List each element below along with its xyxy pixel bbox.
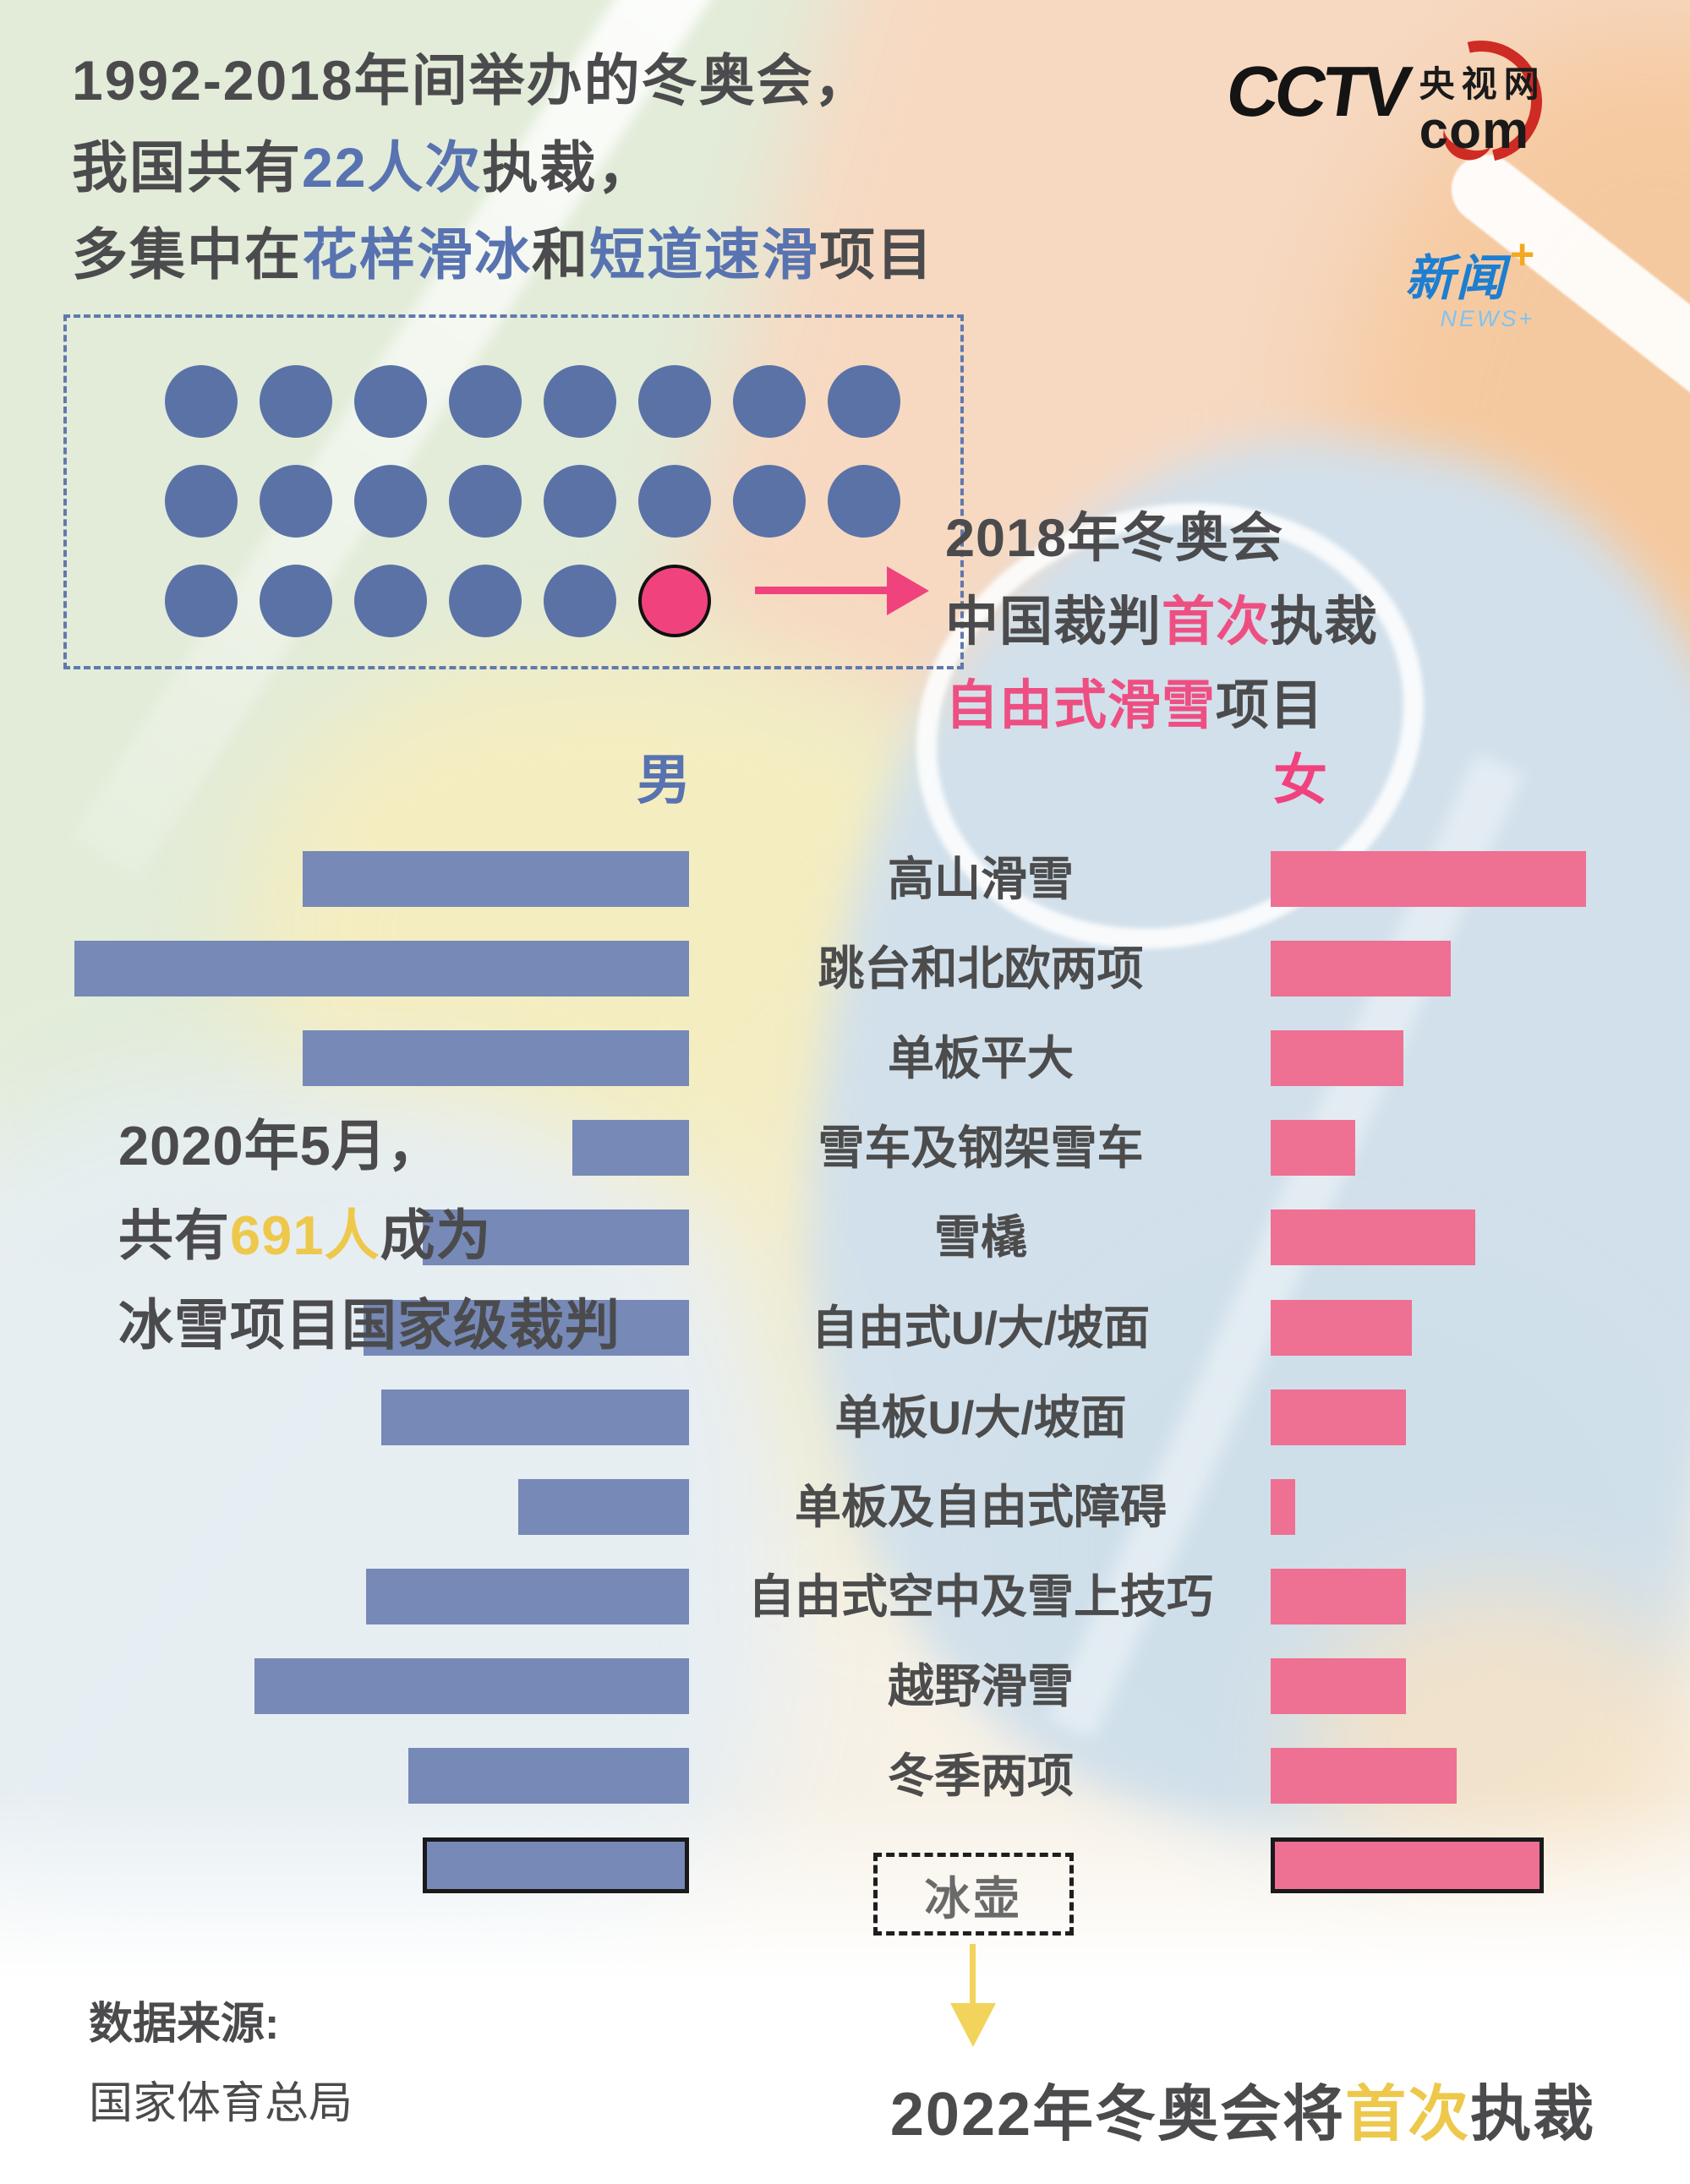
text-segment: 2018年冬奥会: [945, 509, 1284, 568]
text-segment: 冰雪项目国家级裁判: [118, 1294, 621, 1356]
yellow-arrow-icon: [950, 2003, 996, 2047]
judge-dot: [828, 465, 900, 538]
text-segment: 自由式滑雪: [945, 676, 1216, 735]
row-label: 跳台和北欧两项: [818, 942, 1144, 995]
text-segment: 691人: [230, 1204, 380, 1266]
first-freestyle-annotation: 2018年冬奥会 中国裁判首次执裁 自由式滑雪项目: [945, 497, 1378, 748]
row-label: 单板及自由式障碍: [794, 1481, 1167, 1533]
judge-dot: [260, 365, 332, 438]
note-line-2: 共有691人成为: [118, 1191, 621, 1280]
data-source-title: 数据来源:: [89, 2000, 280, 2049]
background-white-streak-2: [0, 1280, 415, 1974]
row-label: 自由式空中及雪上技巧: [747, 1570, 1213, 1623]
note-line-3: 冰雪项目国家级裁判: [118, 1280, 621, 1370]
judge-dot: [260, 465, 332, 538]
text-segment: 短道速滑: [589, 223, 819, 286]
text-segment: 1992-2018年间举办的冬奥会，: [72, 49, 872, 112]
judge-dot: [449, 565, 522, 637]
text-segment: 执裁: [1270, 592, 1378, 652]
judge-dot: [733, 365, 806, 438]
judge-dot: [165, 465, 238, 538]
national-judges-note: 2020年5月， 共有691人成为 冰雪项目国家级裁判: [118, 1101, 621, 1370]
female-bar: [1271, 1837, 1544, 1893]
row-label: 冬季两项: [887, 1750, 1074, 1802]
cctv-logo: CCTV 央视网 com: [1222, 17, 1566, 186]
title-line-3: 多集中在花样滑冰和短道速滑项目: [72, 211, 934, 298]
pink-arrow-line: [755, 587, 889, 594]
news-plus-chinese: 新闻: [1405, 251, 1507, 306]
text-segment: 执裁，: [482, 136, 655, 199]
row-label-curling: 冰壶: [924, 1873, 1023, 1925]
text-segment: 花样滑冰: [302, 223, 532, 286]
title-block: 1992-2018年间举办的冬奥会， 我国共有22人次执裁， 多集中在花样滑冰和…: [72, 37, 934, 298]
cctv-com-text: com: [1419, 101, 1530, 160]
judge-dot: [544, 365, 616, 438]
judge-dot: [449, 365, 522, 438]
judge-dot: [260, 565, 332, 637]
judge-dot: [638, 465, 711, 538]
title-line-2: 我国共有22人次执裁，: [72, 124, 934, 211]
news-plus-logo: 新闻 + NEWS+: [1405, 231, 1535, 332]
pink-arrow-icon: [887, 566, 929, 615]
row-label: 单板平大: [887, 1032, 1074, 1084]
text-segment: 多集中在: [72, 223, 302, 286]
judge-dot: [544, 565, 616, 637]
text-segment: 22人次: [302, 136, 483, 199]
row-label: 高山滑雪: [887, 853, 1074, 905]
yellow-arrow-line: [970, 1944, 976, 2007]
text-segment: 项目: [819, 223, 934, 286]
title-line-1: 1992-2018年间举办的冬奥会，: [72, 37, 934, 124]
row-label: 单板U/大/坡面: [834, 1391, 1127, 1444]
data-source: 数据来源: 国家体育总局: [89, 1985, 353, 2143]
judge-dot: [828, 365, 900, 438]
news-plus-sign-icon: +: [1510, 231, 1535, 278]
male-bar: [423, 1837, 689, 1893]
judge-dot: [354, 565, 427, 637]
annotation-line-3: 自由式滑雪项目: [945, 664, 1378, 748]
judge-dot-matrix: [63, 314, 964, 669]
judge-dot: [165, 365, 238, 438]
curling-dashed-box: 冰壶: [873, 1853, 1074, 1936]
judge-dot: [449, 465, 522, 538]
text-segment: 2020年5月，: [118, 1115, 443, 1177]
female-column-header: 女: [1273, 750, 1327, 811]
cctv-chinese-name: 央视网: [1419, 64, 1546, 104]
judge-dot: [733, 465, 806, 538]
text-segment: 执裁: [1470, 2081, 1596, 2149]
judge-dot: [544, 465, 616, 538]
text-segment: 2022年冬奥会将: [889, 2081, 1346, 2149]
note-line-1: 2020年5月，: [118, 1101, 621, 1191]
judge-dot-highlighted: [638, 565, 711, 637]
text-segment: 中国裁判: [945, 592, 1162, 652]
text-segment: 我国共有: [72, 136, 302, 199]
judge-dot: [638, 365, 711, 438]
text-segment: 和: [532, 223, 589, 286]
cctv-wordmark: CCTV: [1222, 52, 1414, 131]
text-segment: 首次: [1345, 2081, 1471, 2149]
data-source-body: 国家体育总局: [89, 2079, 353, 2128]
annotation-line-2: 中国裁判首次执裁: [945, 581, 1378, 664]
male-column-header: 男: [637, 750, 691, 811]
judge-dot: [354, 365, 427, 438]
judge-dot: [165, 565, 238, 637]
news-plus-english: NEWS+: [1440, 306, 1535, 331]
text-segment: 成为: [380, 1204, 492, 1266]
row-label: 越野滑雪: [887, 1660, 1074, 1712]
row-label: 雪橇: [933, 1211, 1027, 1264]
text-segment: 首次: [1162, 592, 1270, 652]
conclusion-2022: 2022年冬奥会将首次执裁: [845, 2064, 1640, 2153]
text-segment: 项目: [1216, 676, 1324, 735]
row-label: 雪车及钢架雪车: [818, 1122, 1144, 1174]
annotation-line-1: 2018年冬奥会: [945, 497, 1378, 581]
row-label: 自由式U/大/坡面: [811, 1302, 1151, 1354]
judge-dot: [354, 465, 427, 538]
text-segment: 共有: [118, 1204, 231, 1266]
